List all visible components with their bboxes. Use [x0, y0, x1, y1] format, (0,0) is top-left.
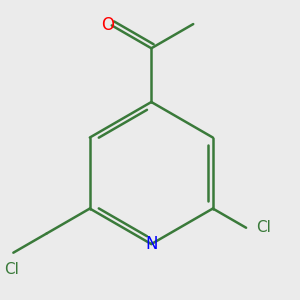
Text: Cl: Cl: [256, 220, 271, 235]
Text: N: N: [145, 235, 158, 253]
Text: Cl: Cl: [4, 262, 19, 277]
Text: O: O: [101, 16, 114, 34]
